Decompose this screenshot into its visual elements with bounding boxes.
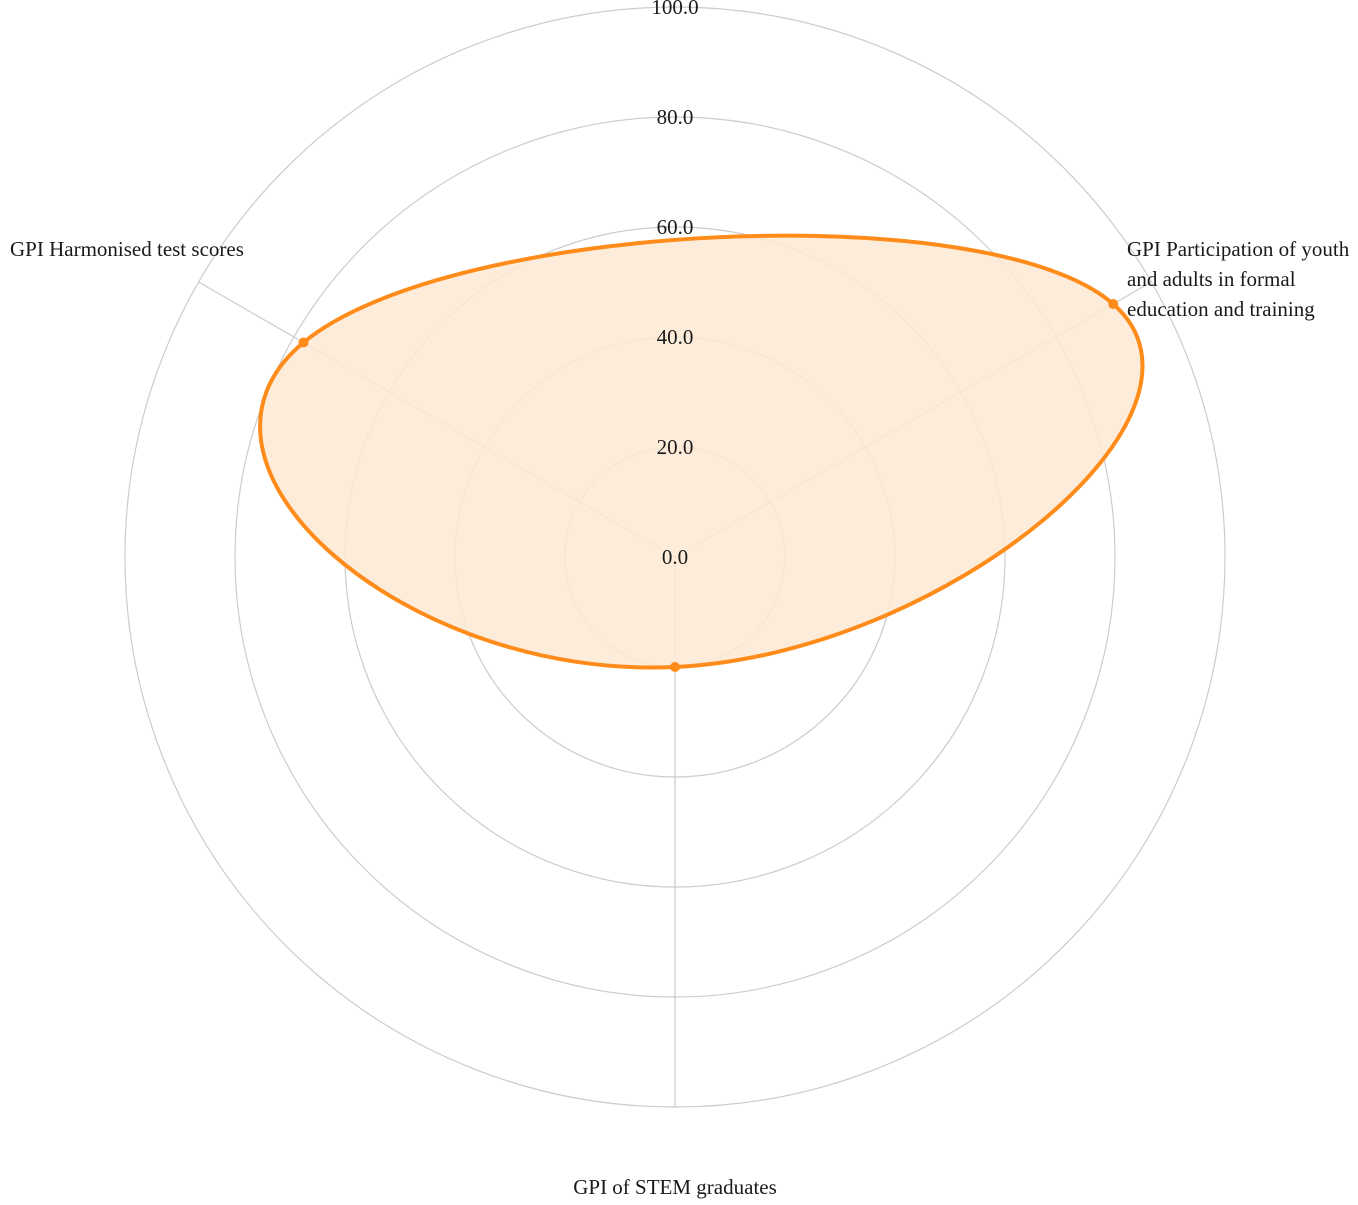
tick-label-4: 80.0 bbox=[657, 105, 694, 129]
axis-label-participation: GPI Participation of youth and adults in… bbox=[1127, 237, 1350, 321]
tick-labels: 0.0 20.0 40.0 60.0 80.0 100.0 bbox=[651, 0, 698, 569]
tick-label-0: 0.0 bbox=[662, 545, 688, 569]
axis-label-test-scores: GPI Harmonised test scores bbox=[10, 237, 244, 261]
series-area-0 bbox=[260, 235, 1143, 668]
data-point-0[interactable] bbox=[1108, 299, 1119, 309]
series-line-0 bbox=[258, 233, 1145, 670]
series-layer bbox=[258, 233, 1145, 672]
data-point-1[interactable] bbox=[670, 662, 680, 672]
tick-label-2: 40.0 bbox=[657, 325, 694, 349]
tick-label-3: 60.0 bbox=[657, 215, 694, 239]
tick-label-5: 100.0 bbox=[651, 0, 698, 19]
tick-label-1: 20.0 bbox=[657, 435, 694, 459]
data-point-2[interactable] bbox=[298, 337, 309, 348]
axis-label-stem-graduates: GPI of STEM graduates bbox=[573, 1175, 777, 1199]
